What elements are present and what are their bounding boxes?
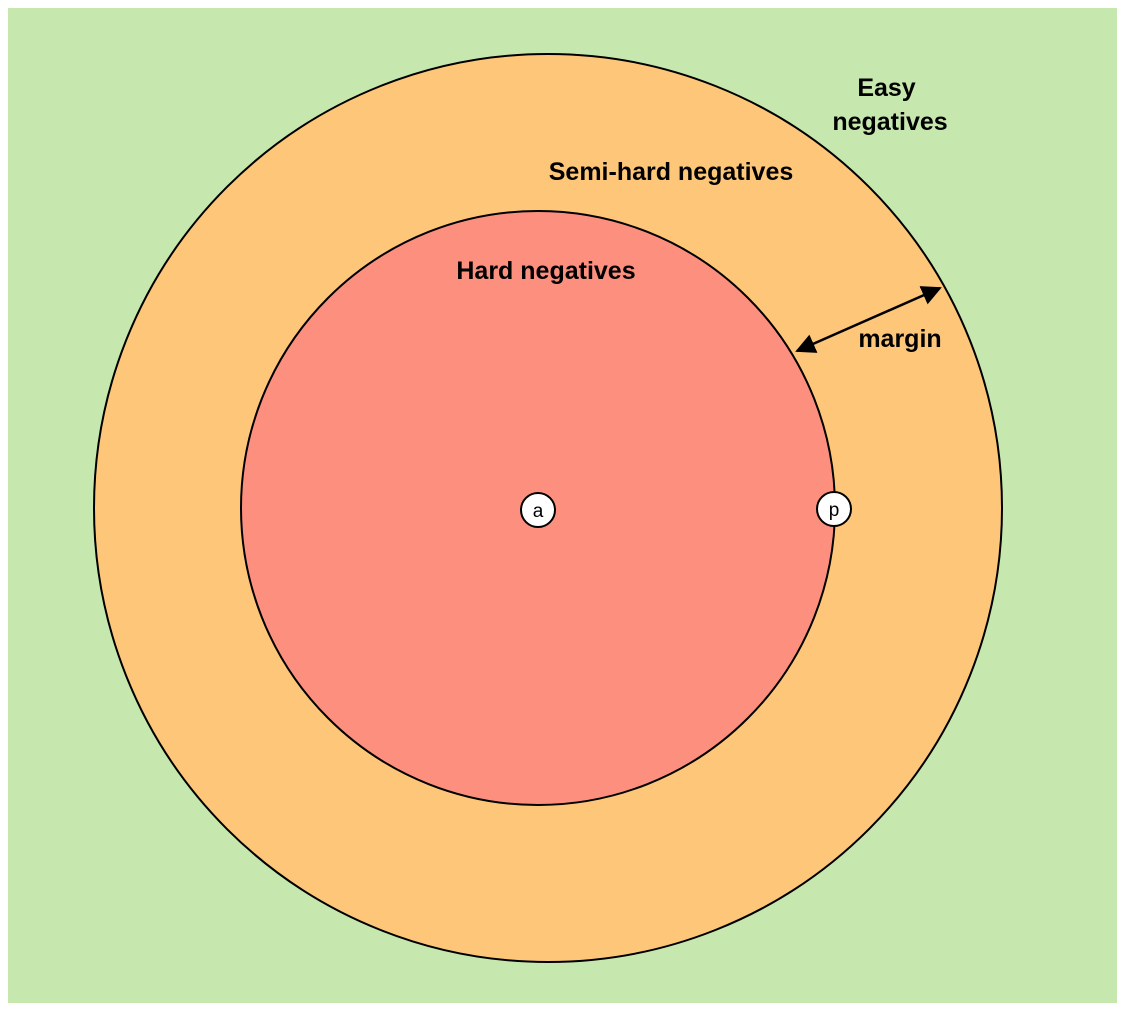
margin-arrow: [795, 286, 942, 353]
anchor-point: a: [520, 492, 556, 528]
margin-label: margin: [858, 325, 941, 353]
hard-negatives-label: Hard negatives: [456, 257, 635, 285]
positive-point-marker: [816, 491, 852, 527]
easy-negatives-label-line1: Easy: [857, 74, 915, 102]
positive-point: p: [816, 491, 852, 527]
positive-point-label: p: [829, 500, 840, 521]
easy-negatives-label: Easy negatives: [832, 74, 947, 136]
anchor-point-marker: [520, 492, 556, 528]
anchor-point-label: a: [533, 501, 544, 522]
easy-negatives-label-line2: negatives: [832, 108, 947, 136]
semi-hard-negatives-label: Semi-hard negatives: [549, 158, 794, 186]
